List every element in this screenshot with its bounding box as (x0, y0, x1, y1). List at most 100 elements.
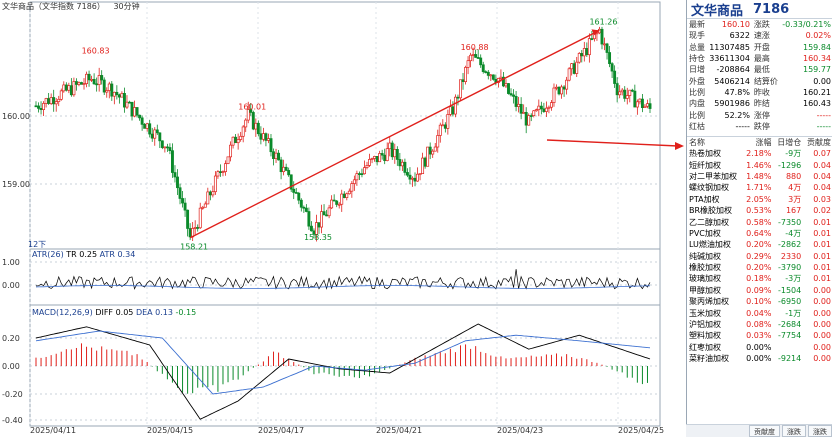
list-item[interactable]: PTA加权 2.05% 3万 0.03 (687, 194, 832, 205)
list-item[interactable]: 甲醇加权 0.09% -1504 0.00 (687, 285, 832, 296)
candle (208, 191, 212, 196)
item-oi: 2330 (780, 251, 802, 261)
symbol-name: 文华商品（文华指数 7186） (2, 2, 105, 11)
candle (585, 48, 589, 56)
tab-change[interactable]: 涨跌 (782, 425, 806, 437)
chart-area[interactable]: 160.83 158.21 160.01 158.35 160.88 161.26 文华商… (0, 0, 686, 436)
candle (49, 97, 53, 104)
candle (603, 43, 606, 46)
candle (309, 225, 313, 232)
candle (320, 211, 323, 228)
candle (625, 95, 629, 99)
item-change: 0.03% (746, 331, 772, 341)
item-contrib: 0.01 (813, 240, 831, 250)
list-item[interactable]: 短纤加权 1.46% -1296 0.04 (687, 159, 832, 170)
candle (241, 126, 245, 137)
candle (277, 152, 281, 161)
list-item[interactable]: 乙二醇加权 0.58% -7350 0.01 (687, 216, 832, 227)
tab-change-2[interactable]: 涨跌 (808, 425, 832, 437)
zoom-label[interactable]: 12下 (28, 240, 47, 249)
candle (613, 70, 617, 84)
quote-row: 现手 6322 速涨 0.02% (687, 30, 832, 41)
candle (196, 227, 200, 229)
candle (360, 173, 364, 175)
col-change[interactable]: 涨幅 (755, 137, 772, 147)
candle (246, 109, 250, 121)
candle (532, 110, 536, 116)
candle (186, 209, 190, 229)
period-label[interactable]: 30分钟 (113, 2, 140, 11)
candle (517, 103, 521, 107)
candle (453, 96, 457, 115)
atr-tick-1: 1.00 (2, 258, 20, 267)
item-oi: -6950 (777, 297, 802, 307)
quote-row: 外盘 5406214 结算价 0.00 (687, 75, 832, 86)
list-item[interactable]: 玉米加权 0.04% -1万 0.00 (687, 307, 832, 318)
candle (335, 200, 339, 205)
candle (160, 140, 164, 148)
candle (635, 101, 639, 108)
item-name: 塑料加权 (689, 331, 721, 341)
candle (411, 177, 414, 180)
list-item[interactable]: 聚丙烯加权 0.10% -6950 0.00 (687, 296, 832, 307)
candle (646, 103, 649, 107)
item-oi: 167 (785, 206, 802, 216)
list-item[interactable]: 橡胶加权 0.20% -3790 0.01 (687, 262, 832, 273)
list-item[interactable]: 热卷加权 2.18% -9万 0.07 (687, 148, 832, 159)
candle (461, 79, 465, 83)
price-tick-159: 159.00 (2, 180, 30, 189)
list-item[interactable]: 菜籽油加权 0.00% -9214 0.00 (687, 353, 832, 364)
list-item[interactable]: PVC加权 0.64% -4万 0.01 (687, 228, 832, 239)
candle (398, 159, 402, 167)
candle (527, 115, 531, 126)
col-name[interactable]: 名称 (689, 137, 705, 147)
list-item[interactable]: 对二甲苯加权 1.48% 880 0.04 (687, 171, 832, 182)
col-contrib[interactable]: 贡献度 (807, 137, 831, 147)
candle (433, 146, 437, 152)
candle (332, 199, 336, 202)
list-item[interactable]: 纯碱加权 0.29% 2330 0.01 (687, 250, 832, 261)
item-contrib: 0.01 (813, 251, 831, 261)
candle (352, 179, 356, 184)
candle (484, 71, 488, 73)
candle (373, 156, 377, 159)
candle (567, 68, 571, 81)
item-contrib: 0.04 (813, 171, 831, 181)
kline-chart[interactable]: 160.83 158.21 160.01 158.35 160.88 161.26 (0, 0, 686, 436)
candle (565, 79, 569, 90)
candle (125, 101, 129, 108)
tab-contribution[interactable]: 贡献度 (749, 425, 780, 437)
list-item[interactable]: LU燃油加权 0.20% -2862 0.01 (687, 239, 832, 250)
item-change: 0.58% (746, 217, 772, 227)
list-item[interactable]: 红枣加权 0.00% 0.00 (687, 342, 832, 353)
candle (370, 158, 374, 160)
candle (390, 142, 394, 158)
candle (630, 89, 634, 92)
item-name: 对二甲苯加权 (689, 171, 737, 181)
candle (59, 90, 63, 100)
item-name: 甲醇加权 (689, 285, 721, 295)
list-item[interactable]: 螺纹钢加权 1.71% 4万 0.04 (687, 182, 832, 193)
candle (219, 171, 222, 173)
quote-value: 0.00 (813, 76, 831, 86)
candle (456, 96, 460, 99)
candle (587, 38, 591, 56)
list-item[interactable]: 玻璃加权 0.18% -3万 0.01 (687, 273, 832, 284)
candle (620, 89, 624, 93)
candle (130, 101, 134, 117)
list-item[interactable]: 沪铝加权 0.08% -2684 0.00 (687, 319, 832, 330)
candle (67, 85, 71, 91)
candle (365, 165, 369, 168)
candle (254, 122, 258, 130)
list-item[interactable]: 塑料加权 0.03% -7754 0.00 (687, 330, 832, 341)
item-name: 玉米加权 (689, 308, 721, 318)
macd-tick-m020: -0.20 (2, 390, 23, 399)
col-oi[interactable]: 日增仓 (777, 137, 802, 147)
candle (226, 156, 230, 164)
candle (560, 86, 564, 95)
candle (279, 159, 283, 173)
list-item[interactable]: BR橡胶加权 0.53% 167 0.02 (687, 205, 832, 216)
candle (57, 98, 61, 102)
candle (575, 61, 579, 74)
chart-title-bar: 文华商品（文华指数 7186） 30分钟 (2, 1, 146, 11)
